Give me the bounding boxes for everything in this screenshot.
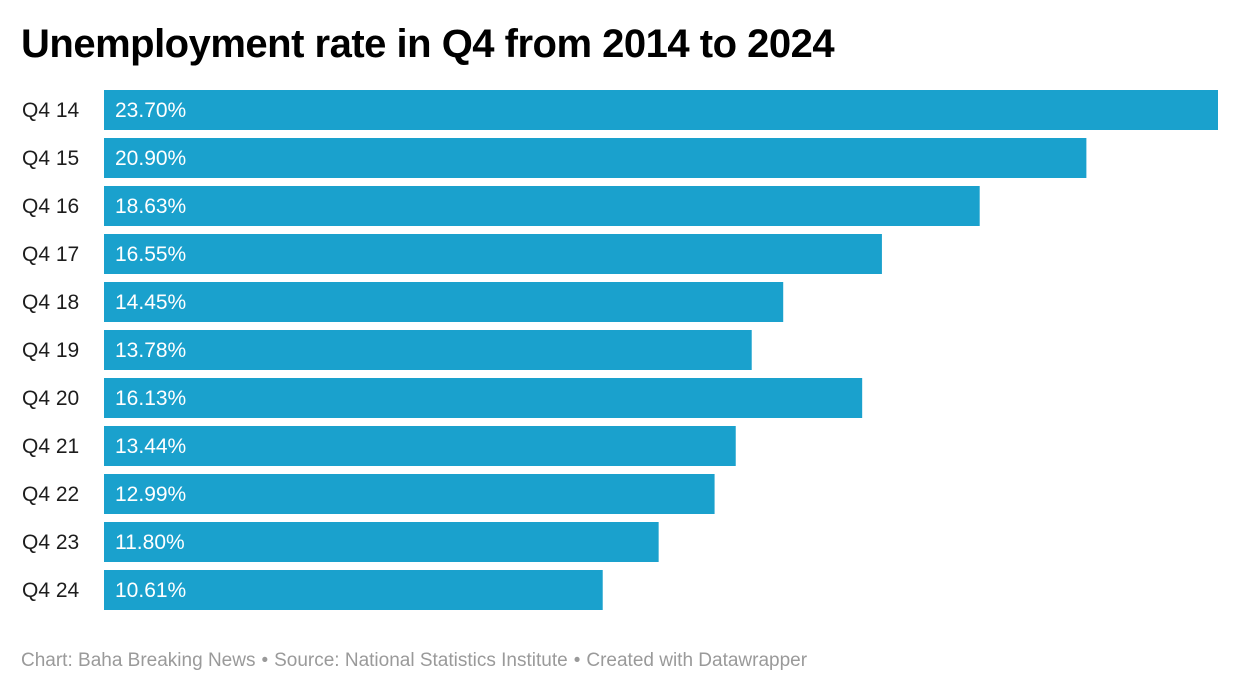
value-labels-group: 23.70% 20.90% 18.63% 16.55% 14.45% 13.78% 16.1… xyxy=(115,99,186,602)
footer-created-with: Created with Datawrapper xyxy=(586,650,808,671)
value-label: 16.13% xyxy=(115,387,186,410)
category-label: Q4 17 xyxy=(22,243,79,266)
bar xyxy=(104,186,980,226)
footer-source: Source: National Statistics Institute xyxy=(274,650,568,671)
value-label: 14.45% xyxy=(115,291,186,314)
value-label: 10.61% xyxy=(115,579,186,602)
bar xyxy=(104,378,863,418)
chart-title: Unemployment rate in Q4 from 2014 to 202… xyxy=(21,22,835,66)
value-label: 13.44% xyxy=(115,435,186,458)
footer-separator: • xyxy=(573,650,581,671)
bars-group xyxy=(104,90,1218,610)
bar xyxy=(104,474,715,514)
value-label: 18.63% xyxy=(115,195,186,218)
category-label: Q4 23 xyxy=(22,531,79,554)
category-axis: Q4 14 Q4 15 Q4 16 Q4 17 Q4 18 Q4 19 Q4 20 Q4 21… xyxy=(22,99,80,602)
footer-chart-credit: Chart: Baha Breaking News xyxy=(21,650,256,671)
footer-separator: • xyxy=(261,650,269,671)
value-label: 11.80% xyxy=(115,531,185,554)
value-label: 13.78% xyxy=(115,339,186,362)
bar-chart: Q4 14 Q4 15 Q4 16 Q4 17 Q4 18 Q4 19 Q4 20 Q4 21… xyxy=(22,90,1218,610)
value-label: 20.90% xyxy=(115,147,186,170)
category-label: Q4 20 xyxy=(22,387,79,410)
bar xyxy=(104,330,752,370)
category-label: Q4 15 xyxy=(22,147,79,170)
bar xyxy=(104,234,882,274)
bar xyxy=(104,426,736,466)
value-label: 23.70% xyxy=(115,99,186,122)
category-label: Q4 16 xyxy=(22,195,79,218)
category-label: Q4 18 xyxy=(22,291,79,314)
category-label: Q4 19 xyxy=(22,339,79,362)
category-label: Q4 21 xyxy=(22,435,79,458)
category-label: Q4 22 xyxy=(22,483,79,506)
value-label: 12.99% xyxy=(115,483,186,506)
bar xyxy=(104,138,1087,178)
category-label: Q4 14 xyxy=(22,99,80,122)
value-label: 16.55% xyxy=(115,243,186,266)
category-label: Q4 24 xyxy=(22,579,80,602)
bar xyxy=(104,522,659,562)
bar xyxy=(104,282,784,322)
chart-footer: Chart: Baha Breaking News • Source: Nation… xyxy=(21,650,807,672)
bar xyxy=(104,570,603,610)
bar xyxy=(104,90,1218,130)
